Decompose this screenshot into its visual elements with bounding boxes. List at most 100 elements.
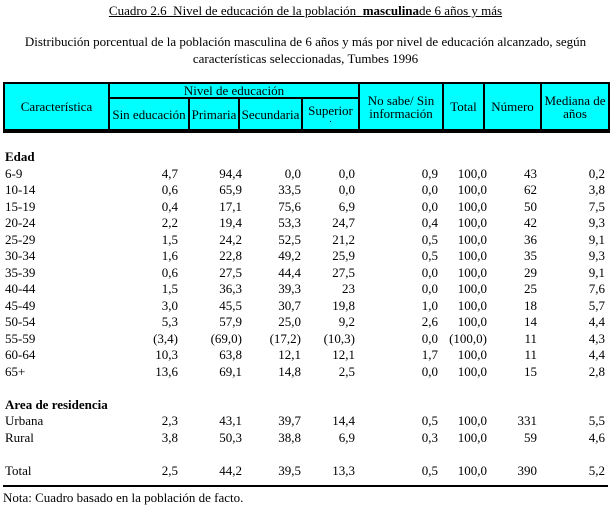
cell-value: 39,3 (278, 281, 301, 296)
row-label: 6-9 (5, 165, 23, 181)
cell-value: 33,5 (278, 182, 301, 197)
blank-row (3, 446, 608, 463)
table-row: 65+ 13,6 69,1 14,8 2,5 0,0 100,0 15 2,8 (3, 364, 608, 381)
cell-value: 0,5 (421, 413, 438, 428)
table-row: 6-9 4,7 94,4 0,0 0,0 0,9 100,0 43 0,2 (3, 166, 608, 183)
cell-value: 100,0 (457, 215, 487, 230)
title-prefix: Cuadro 2.6 Nivel de educación de la pobl… (108, 3, 363, 18)
cell-value: 24,2 (219, 231, 242, 247)
cell-value: 14,4 (332, 413, 355, 428)
cell-value: 13,3 (332, 462, 355, 478)
cell-value: 4,7 (161, 165, 178, 181)
cell-value: 2,5 (338, 363, 355, 379)
cell-value: 52,5 (278, 231, 301, 247)
table-row: 15-19 0,4 17,1 75,6 6,9 0,0 100,0 50 7,5 (3, 199, 608, 216)
cell-value: 100,0 (457, 363, 487, 379)
row-label: 65+ (5, 363, 26, 379)
cell-value: 100,0 (457, 347, 487, 362)
cell-value: (17,2) (269, 330, 301, 346)
table-title: Cuadro 2.6 Nivel de educación de la pobl… (0, 3, 611, 19)
cell-value: 62 (524, 182, 537, 197)
table-title-text: Cuadro 2.6 Nivel de educación de la pobl… (109, 3, 502, 18)
cell-value: 0,6 (161, 264, 178, 280)
cell-value: 19,8 (332, 297, 355, 313)
cell-value: 13,6 (155, 363, 178, 379)
row-label: 15-19 (5, 198, 36, 214)
table-row: 40-44 1,5 36,3 39,3 23 0,0 100,0 25 7,6 (3, 281, 608, 298)
cell-value: 50 (524, 198, 537, 214)
cell-value: 44,2 (219, 462, 242, 478)
header-superior-dot: . (329, 114, 332, 124)
table-row: 20-24 2,2 19,4 53,3 24,7 0,4 100,0 42 9,3 (3, 215, 608, 232)
cell-value: 17,1 (219, 198, 242, 214)
cell-value: 25,9 (332, 248, 355, 263)
row-label: 45-49 (5, 297, 36, 313)
cell-value: 23 (342, 281, 355, 296)
cell-value: 43,1 (219, 413, 242, 428)
cell-value: 25,0 (278, 314, 301, 329)
cell-value: 3,8 (588, 182, 605, 197)
row-label: Area de residencia (5, 396, 108, 412)
cell-value: 12,1 (278, 347, 301, 362)
table-row: 35-39 0,6 27,5 44,4 27,5 0,0 100,0 29 9,1 (3, 265, 608, 282)
header-primaria: Primaria (190, 99, 240, 129)
cell-value: 94,4 (219, 165, 242, 181)
cell-value: (100,0) (449, 330, 487, 346)
cell-value: 0,2 (588, 165, 605, 181)
cell-value: 100,0 (457, 182, 487, 197)
cell-value: 27,5 (332, 264, 355, 280)
cell-value: 0,5 (421, 462, 438, 478)
footnote: Nota: Cuadro basado en la población de f… (3, 485, 608, 505)
cell-value: 100,0 (457, 231, 487, 247)
header-nivel-de-educacion: Nivel de educación (110, 84, 358, 99)
cell-value: 30,7 (278, 297, 301, 313)
cell-value: 19,4 (219, 215, 242, 230)
cell-value: 22,8 (219, 248, 242, 263)
cell-value: 0,0 (284, 165, 301, 181)
cell-value: 45,5 (219, 297, 242, 313)
blank-row (3, 380, 608, 397)
table-row: Urbana 2,3 43,1 39,7 14,4 0,5 100,0 331 5,5 (3, 413, 608, 430)
cell-value: 100,0 (457, 165, 487, 181)
row-label: 10-14 (5, 182, 36, 197)
cell-value: 390 (517, 462, 538, 478)
cell-value: 4,4 (588, 314, 605, 329)
row-label (3, 380, 110, 397)
cell-value: 53,3 (278, 215, 301, 230)
cell-value: 11 (524, 330, 537, 346)
cell-value: 0,6 (161, 182, 178, 197)
cell-value: 14 (524, 314, 537, 329)
cell-value: 100,0 (457, 248, 487, 263)
header-no-sabe: No sabe/ Sin información (358, 84, 442, 129)
cell-value: 44,4 (278, 264, 301, 280)
cell-value: 100,0 (457, 429, 487, 445)
section-header-row: Area de residencia (3, 397, 608, 414)
cell-value: 100,0 (457, 297, 487, 313)
cell-value: 7,6 (588, 281, 605, 296)
cell-value: 10,3 (155, 347, 178, 362)
title-bold-word: masculina (362, 3, 420, 18)
cell-value: 6,9 (338, 429, 355, 445)
table-row: 25-29 1,5 24,2 52,5 21,2 0,5 100,0 36 9,1 (3, 232, 608, 249)
cell-value: 0,4 (161, 198, 178, 214)
table-subtitle: Distribución porcentual de la población … (0, 33, 611, 67)
cell-value: 24,7 (332, 215, 355, 230)
header-secundaria: Secundaria (240, 99, 303, 129)
cell-value: 0,5 (421, 231, 438, 247)
cell-value: 42 (524, 215, 537, 230)
cell-value: 38,8 (278, 429, 301, 445)
subtitle-line-1: Distribución porcentual de la población … (24, 34, 587, 49)
cell-value: 21,2 (332, 231, 355, 247)
cell-value: 15 (524, 363, 537, 379)
header-caracteristica: Característica (5, 84, 110, 129)
cell-value: 27,5 (219, 264, 242, 280)
cell-value: 0,3 (421, 429, 438, 445)
cell-value: 6,9 (338, 198, 355, 214)
cell-value: 100,0 (457, 462, 487, 478)
section-header-row: Edad (3, 149, 608, 166)
table-row: 45-49 3,0 45,5 30,7 19,8 1,0 100,0 18 5,7 (3, 298, 608, 315)
cell-value: 0,0 (421, 182, 438, 197)
cell-value: 9,1 (588, 231, 605, 247)
cell-value: 3,8 (161, 429, 178, 445)
